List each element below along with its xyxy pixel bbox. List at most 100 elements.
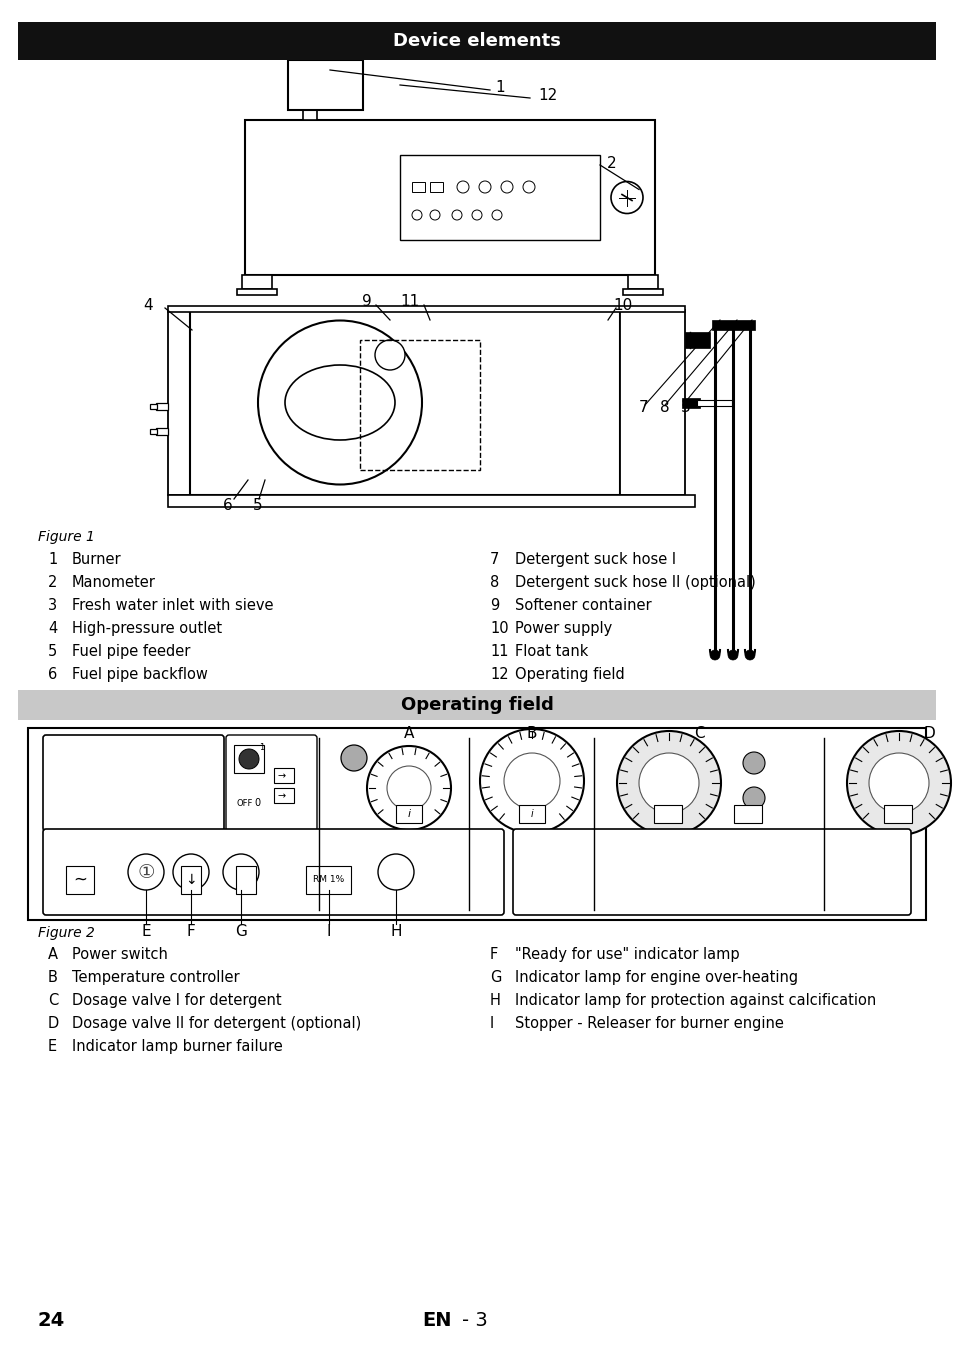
Circle shape bbox=[412, 211, 421, 220]
Text: 9: 9 bbox=[490, 598, 498, 613]
Bar bbox=[242, 275, 272, 289]
Bar bbox=[190, 310, 619, 495]
Bar bbox=[156, 404, 168, 410]
Circle shape bbox=[377, 855, 414, 890]
Text: Detergent suck hose I: Detergent suck hose I bbox=[515, 552, 676, 567]
FancyBboxPatch shape bbox=[226, 734, 316, 832]
Bar bbox=[274, 768, 294, 783]
Text: 8: 8 bbox=[659, 401, 669, 416]
Bar bbox=[619, 310, 684, 495]
Circle shape bbox=[172, 855, 209, 890]
Circle shape bbox=[742, 787, 764, 809]
Text: 10: 10 bbox=[613, 297, 632, 312]
Text: 1: 1 bbox=[495, 81, 504, 96]
Text: Fuel pipe backflow: Fuel pipe backflow bbox=[71, 667, 208, 682]
Text: E: E bbox=[141, 925, 151, 940]
Bar bbox=[236, 289, 276, 296]
Bar bbox=[883, 805, 911, 823]
Text: B: B bbox=[48, 971, 58, 986]
Text: D: D bbox=[48, 1017, 59, 1031]
Text: Indicator lamp for engine over-heating: Indicator lamp for engine over-heating bbox=[515, 971, 798, 986]
Circle shape bbox=[503, 753, 559, 809]
Text: ①: ① bbox=[137, 863, 154, 882]
Bar bbox=[627, 275, 658, 289]
Ellipse shape bbox=[285, 364, 395, 440]
Bar bbox=[235, 865, 255, 894]
Text: 12: 12 bbox=[537, 88, 557, 103]
Text: 11: 11 bbox=[490, 644, 508, 659]
Bar bbox=[156, 428, 168, 435]
Text: 7: 7 bbox=[490, 552, 498, 567]
Text: RM 1%: RM 1% bbox=[313, 876, 344, 884]
Circle shape bbox=[744, 649, 754, 660]
Text: OFF: OFF bbox=[236, 798, 253, 807]
Circle shape bbox=[340, 745, 367, 771]
FancyBboxPatch shape bbox=[513, 829, 910, 915]
Text: Detergent suck hose II (optional): Detergent suck hose II (optional) bbox=[515, 575, 755, 590]
Bar bbox=[181, 865, 201, 894]
Circle shape bbox=[452, 211, 461, 220]
Text: 2: 2 bbox=[48, 575, 57, 590]
Bar bbox=[622, 289, 662, 296]
Text: 0: 0 bbox=[253, 798, 260, 809]
Text: ~: ~ bbox=[73, 871, 87, 890]
Text: B: B bbox=[526, 725, 537, 741]
Bar bbox=[150, 404, 157, 409]
Text: F: F bbox=[187, 925, 195, 940]
Text: A: A bbox=[403, 725, 414, 741]
FancyBboxPatch shape bbox=[43, 829, 503, 915]
Text: "Ready for use" indicator lamp: "Ready for use" indicator lamp bbox=[515, 946, 739, 963]
Text: Stopper - Releaser for burner engine: Stopper - Releaser for burner engine bbox=[515, 1017, 783, 1031]
Circle shape bbox=[128, 855, 164, 890]
Circle shape bbox=[430, 211, 439, 220]
Bar bbox=[306, 865, 351, 894]
Text: 4: 4 bbox=[143, 297, 152, 312]
Text: D: D bbox=[923, 725, 934, 741]
Text: 3: 3 bbox=[680, 401, 690, 416]
Text: 1: 1 bbox=[258, 744, 264, 752]
Text: C: C bbox=[693, 725, 703, 741]
Text: - 3: - 3 bbox=[461, 1311, 487, 1330]
Bar bbox=[288, 59, 363, 109]
Circle shape bbox=[479, 729, 583, 833]
Circle shape bbox=[456, 181, 469, 193]
Bar bbox=[233, 745, 264, 774]
Text: H: H bbox=[390, 925, 401, 940]
Bar bbox=[28, 728, 925, 919]
Text: i: i bbox=[530, 809, 533, 819]
Bar bbox=[298, 90, 320, 99]
Bar bbox=[681, 398, 700, 408]
Text: Fresh water inlet with sieve: Fresh water inlet with sieve bbox=[71, 598, 274, 613]
Bar bbox=[245, 120, 655, 275]
Bar bbox=[66, 865, 94, 894]
Text: 2: 2 bbox=[606, 155, 616, 170]
Text: Dosage valve I for detergent: Dosage valve I for detergent bbox=[71, 994, 281, 1008]
Text: 1: 1 bbox=[48, 552, 57, 567]
Circle shape bbox=[742, 752, 764, 774]
Text: →: → bbox=[277, 771, 286, 782]
Text: G: G bbox=[490, 971, 501, 986]
Circle shape bbox=[617, 730, 720, 836]
Text: 6: 6 bbox=[48, 667, 57, 682]
Text: 24: 24 bbox=[38, 1311, 65, 1330]
FancyBboxPatch shape bbox=[43, 734, 224, 832]
Circle shape bbox=[709, 649, 720, 660]
Bar bbox=[18, 690, 935, 720]
Circle shape bbox=[522, 181, 535, 193]
Circle shape bbox=[610, 181, 642, 213]
Text: Indicator lamp for protection against calcification: Indicator lamp for protection against ca… bbox=[515, 994, 876, 1008]
Bar bbox=[697, 400, 731, 406]
Text: G: G bbox=[234, 925, 247, 940]
Text: Power switch: Power switch bbox=[71, 946, 168, 963]
Bar bbox=[307, 81, 313, 90]
Text: 11: 11 bbox=[400, 294, 419, 309]
Text: I: I bbox=[327, 925, 331, 940]
Text: 5: 5 bbox=[48, 644, 57, 659]
Bar bbox=[274, 788, 294, 803]
Text: I: I bbox=[490, 1017, 494, 1031]
Bar bbox=[303, 99, 316, 120]
Text: Operating field: Operating field bbox=[515, 667, 624, 682]
Text: Dosage valve II for detergent (optional): Dosage valve II for detergent (optional) bbox=[71, 1017, 361, 1031]
Text: EN: EN bbox=[422, 1311, 452, 1330]
Text: Softener container: Softener container bbox=[515, 598, 651, 613]
